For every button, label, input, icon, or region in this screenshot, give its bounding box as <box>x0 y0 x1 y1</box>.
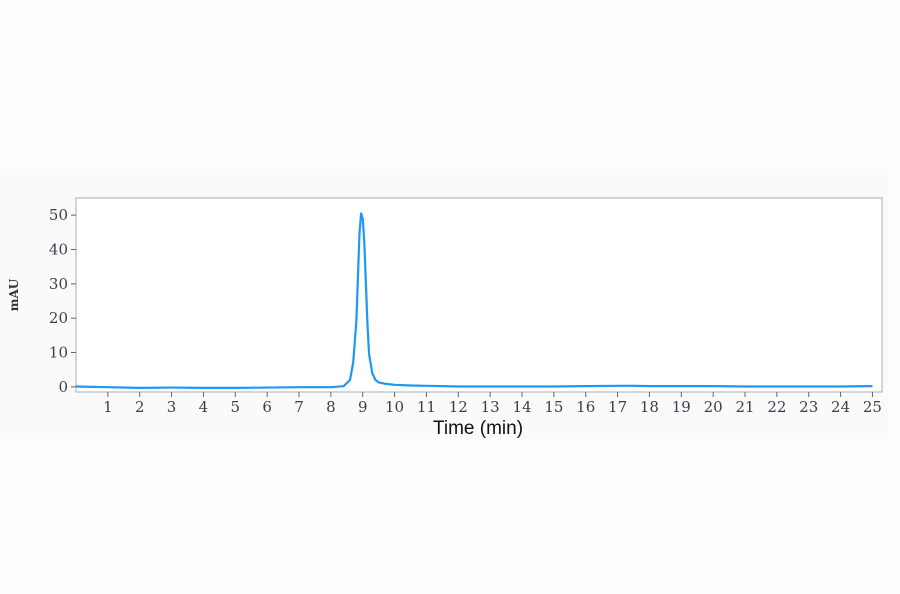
y-tick-label: 30 <box>49 275 68 293</box>
x-tick-label: 6 <box>262 398 272 416</box>
series-line <box>75 212 873 389</box>
y-tick-label: 0 <box>58 378 68 396</box>
x-tick-label: 23 <box>799 398 818 416</box>
x-tick-label: 10 <box>385 398 404 416</box>
y-tick-label: 20 <box>49 309 68 327</box>
x-tick-label: 4 <box>199 398 209 416</box>
x-tick-label: 21 <box>735 398 754 416</box>
x-tick-label: 13 <box>481 398 500 416</box>
x-tick-label: 20 <box>704 398 723 416</box>
x-tick-label: 9 <box>358 398 368 416</box>
x-tick-label: 11 <box>417 398 436 416</box>
x-tick-label: 19 <box>672 398 691 416</box>
x-tick-label: 7 <box>294 398 304 416</box>
y-tick-label: 50 <box>49 206 68 224</box>
x-tick-label: 25 <box>863 398 882 416</box>
y-axis: 0 10 20 30 40 50 <box>49 206 76 396</box>
x-tick-label: 2 <box>135 398 145 416</box>
x-tick-label: 1 <box>103 398 113 416</box>
x-tick-label: 24 <box>831 398 850 416</box>
x-tick-label: 17 <box>608 398 627 416</box>
y-axis-label: mAU <box>7 278 21 311</box>
x-tick-label: 22 <box>767 398 786 416</box>
x-tick-label: 16 <box>576 398 595 416</box>
x-tick-label: 14 <box>512 398 531 416</box>
x-tick-label: 8 <box>326 398 336 416</box>
x-axis: 1 2 3 4 5 6 7 8 9 10 11 12 13 14 15 16 17 18 19 20 21 22 23 24 2… <box>103 392 882 416</box>
x-tick-label: 12 <box>449 398 468 416</box>
y-tick-label: 10 <box>49 344 68 362</box>
plot-area-frame <box>75 197 883 393</box>
y-tick-label: 40 <box>49 241 68 259</box>
x-tick-label: 18 <box>640 398 659 416</box>
x-tick-label: 15 <box>544 398 563 416</box>
x-tick-label: 5 <box>231 398 241 416</box>
x-tick-label: 3 <box>167 398 177 416</box>
x-axis-label: Time (min) <box>433 418 523 439</box>
